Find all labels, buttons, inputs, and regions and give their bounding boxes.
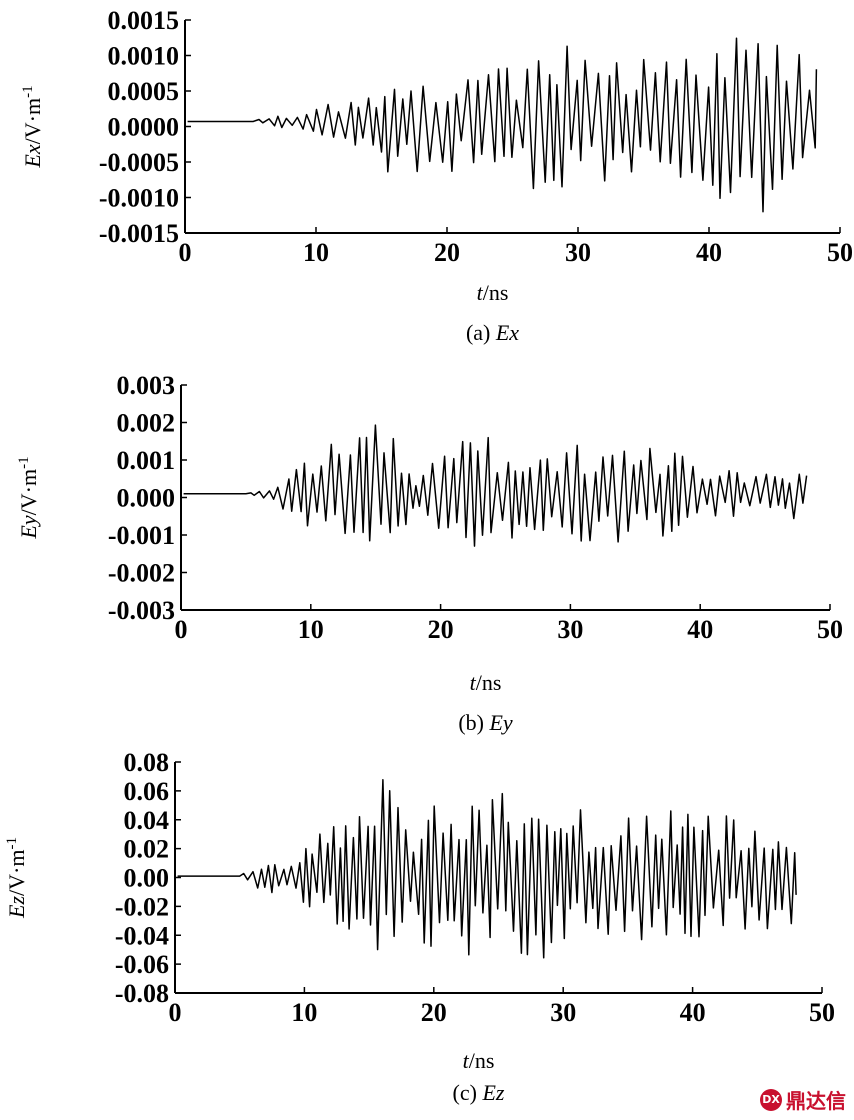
x-axis-label-unit: /ns	[476, 670, 502, 695]
y-axis-label-sup: -1	[20, 85, 36, 98]
x-axis-label-var: t	[470, 670, 477, 695]
x-tick-label: 40	[680, 998, 706, 1027]
panel-caption-prefix: (b)	[458, 710, 489, 735]
y-tick-label: -0.02	[115, 892, 169, 921]
x-axis-label-var: t	[477, 280, 484, 305]
y-tick-label: 0.002	[117, 409, 176, 438]
x-tick-label: 10	[298, 615, 324, 644]
panel-caption-prefix: (c)	[453, 1080, 483, 1105]
x-tick-label: 30	[550, 998, 576, 1027]
x-axis-label-var: t	[463, 1048, 470, 1073]
x-tick-label: 30	[565, 238, 591, 267]
panel-ez: 0 10 20 30 40 500.080.060.040.020.00-0.02-0.0…	[4, 748, 835, 1105]
y-tick-label: -0.003	[108, 596, 175, 625]
y-tick-label: 0.001	[117, 446, 176, 475]
y-tick-label: 0.0015	[108, 6, 180, 35]
y-tick-label: -0.002	[108, 559, 175, 588]
x-axis-label-unit: /ns	[469, 1048, 495, 1073]
panel-caption-var: Ez	[481, 1080, 504, 1105]
y-tick-label: 0.06	[124, 777, 170, 806]
panel-caption-prefix: (a)	[466, 320, 496, 345]
y-axis-label: Ez/V·m-1	[4, 837, 29, 919]
y-tick-label: 0.003	[117, 371, 176, 400]
y-axis-label-sup: -1	[16, 456, 32, 469]
signal-trace	[177, 779, 797, 959]
panel-caption: (b) Ey	[458, 710, 513, 735]
y-tick-label: 0.00	[124, 864, 170, 893]
y-tick-label: -0.0015	[99, 219, 179, 248]
watermark: DX 鼎达信	[760, 1085, 846, 1114]
y-tick-label: 0.0010	[108, 42, 180, 71]
x-tick-label: 40	[687, 615, 713, 644]
y-tick-label: 0.000	[117, 484, 176, 513]
watermark-text: 鼎达信	[786, 1089, 846, 1113]
y-axis-label-unit: /V·m	[16, 469, 41, 515]
y-tick-label: 0.08	[124, 748, 170, 777]
x-tick-label: 20	[421, 998, 447, 1027]
x-axis-label: t/ns	[477, 280, 509, 305]
y-axis-label: Ex/V·m-1	[20, 85, 45, 168]
y-tick-label: 0.0000	[108, 113, 180, 142]
y-tick-label: 0.0005	[108, 77, 180, 106]
panel-caption-var: Ey	[488, 710, 512, 735]
y-tick-label: 0.02	[124, 835, 170, 864]
watermark-logo-icon: DX	[760, 1088, 782, 1111]
signal-trace	[187, 37, 818, 213]
y-axis-label-unit: /V·m	[20, 98, 45, 144]
y-axis-label-var: Ex	[20, 144, 45, 168]
x-axis-label-unit: /ns	[483, 280, 509, 305]
x-tick-label: 30	[557, 615, 583, 644]
y-tick-label: -0.06	[115, 950, 169, 979]
x-tick-label: 0	[179, 238, 192, 267]
y-tick-label: -0.04	[115, 921, 169, 950]
x-tick-label: 50	[817, 615, 843, 644]
y-tick-label: -0.08	[115, 979, 169, 1008]
y-tick-label: -0.001	[108, 521, 175, 550]
x-tick-label: 40	[696, 238, 722, 267]
y-axis-label: Ey/V·m-1	[16, 456, 41, 539]
panel-ex: 0 10 20 30 40 50 0.0015 0.0010 0.0005 0.0000 -0.00…	[20, 6, 853, 345]
x-tick-label: 50	[809, 998, 835, 1027]
x-tick-label: 0	[175, 615, 188, 644]
x-tick-label: 20	[428, 615, 454, 644]
panel-caption: (c) Ez	[453, 1080, 505, 1105]
x-tick-label: 0	[169, 998, 182, 1027]
x-tick-label: 50	[827, 238, 853, 267]
panel-caption-var: Ex	[495, 320, 519, 345]
y-tick-label: 0.04	[124, 806, 170, 835]
y-axis-label-var: Ez	[4, 896, 29, 919]
panel-caption: (a) Ex	[466, 320, 519, 345]
panel-ey: 0 10 20 30 40 50 0.003 0.002 0.001 0.000 -0.001 -0.…	[16, 371, 843, 735]
signal-trace	[183, 424, 808, 547]
x-tick-label: 10	[303, 238, 329, 267]
x-axis-label: t/ns	[463, 1048, 495, 1073]
x-axis-label: t/ns	[470, 670, 502, 695]
x-tick-label: 10	[291, 998, 317, 1027]
y-axis-label-sup: -1	[4, 837, 20, 850]
y-tick-label: -0.0010	[99, 184, 179, 213]
y-axis-label-var: Ey	[16, 515, 41, 539]
x-tick-label: 20	[434, 238, 460, 267]
y-axis-label-unit: /V·m	[4, 850, 29, 896]
y-tick-label: -0.0005	[99, 148, 179, 177]
